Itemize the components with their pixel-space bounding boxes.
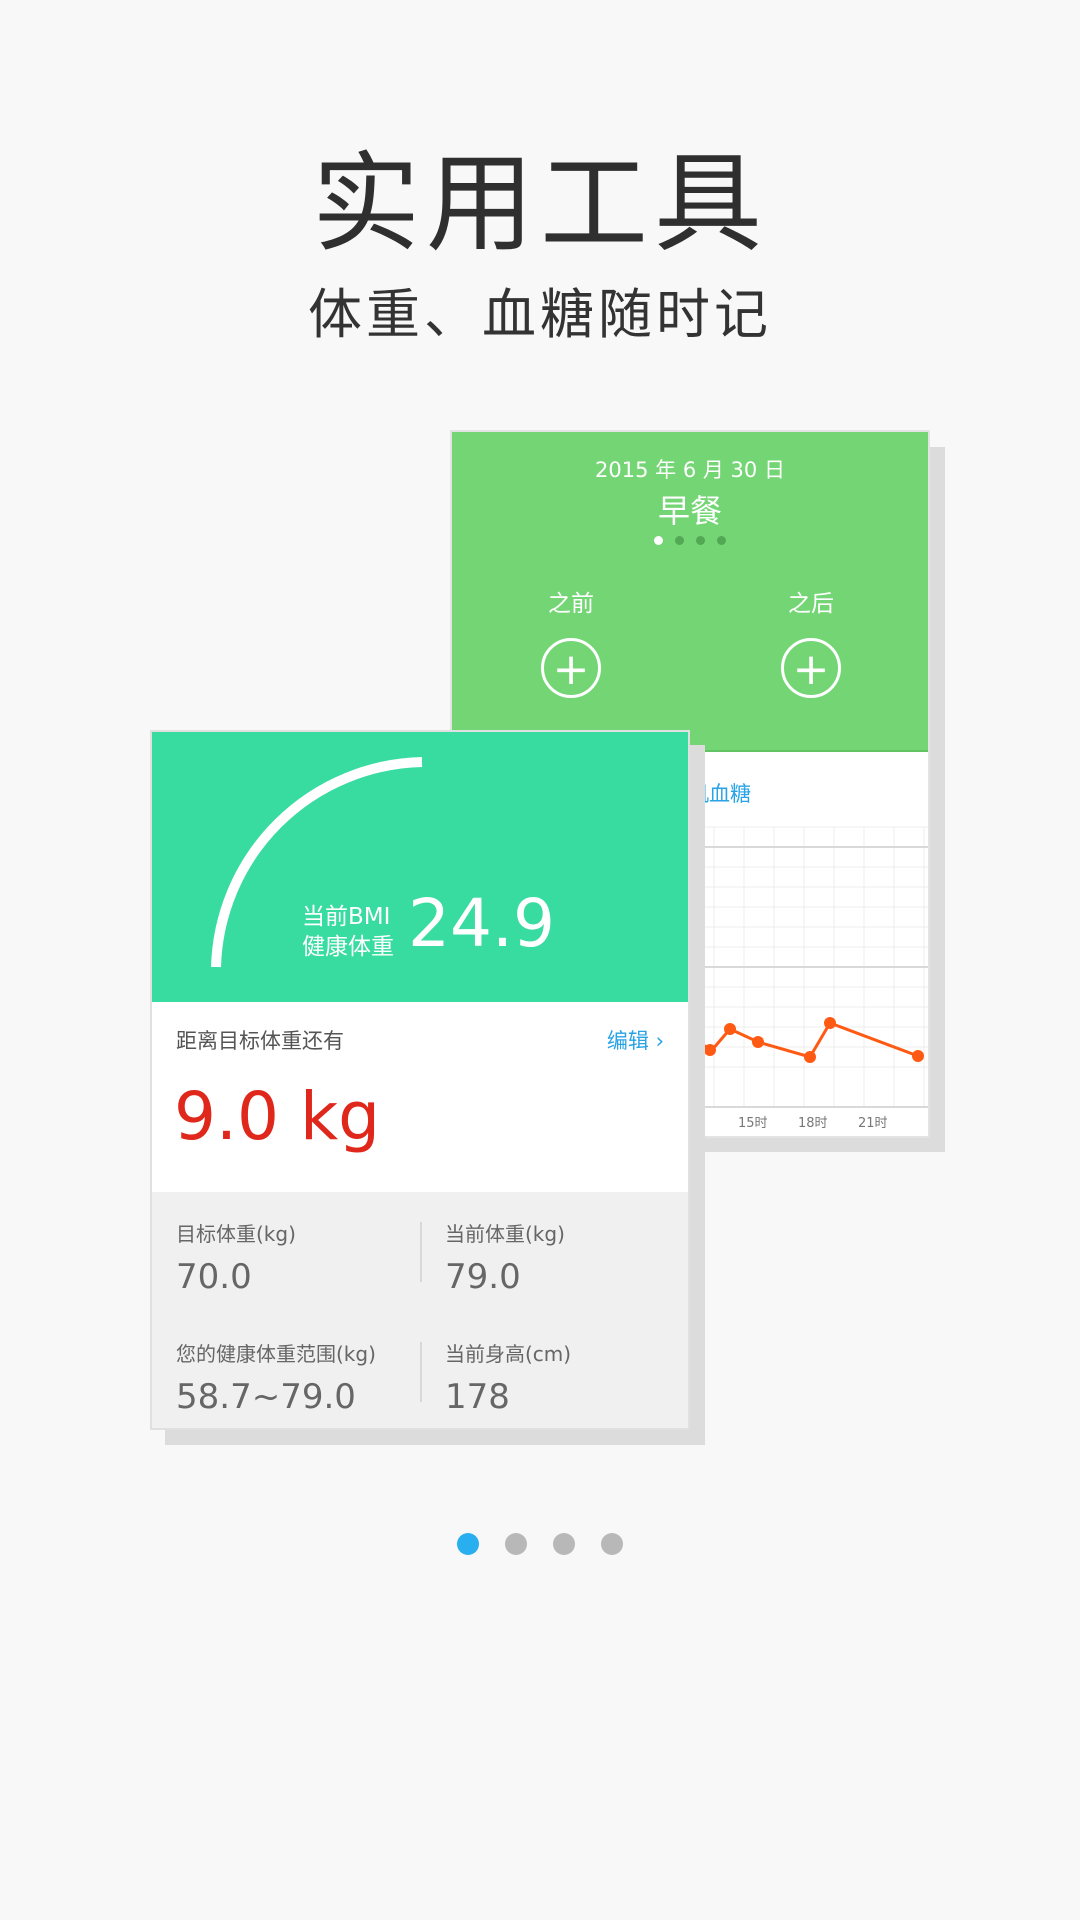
- after-meal-label: 之后: [788, 591, 834, 617]
- page-dot[interactable]: [601, 1533, 623, 1555]
- target-gap-label: 距离目标体重还有: [176, 1029, 344, 1053]
- page-indicator: [0, 1533, 1080, 1555]
- meal-title: 早餐: [657, 492, 722, 530]
- add-after-meal-button[interactable]: +: [781, 638, 841, 698]
- plus-icon: +: [792, 644, 830, 695]
- page-dot[interactable]: [505, 1533, 527, 1555]
- chart-point: [912, 1050, 924, 1062]
- current-height: 当前身高(cm) 178: [445, 1342, 572, 1417]
- target-gap-value: 9.0 kg: [174, 1078, 381, 1155]
- blood-sugar-header: 2015 年 6 月 30 日 早餐 之前 之后 + +: [452, 432, 928, 752]
- meal-pager-dot[interactable]: [675, 536, 684, 545]
- chevron-right-icon: ›: [655, 1029, 664, 1053]
- meal-pager-dot[interactable]: [696, 536, 705, 545]
- x-tick-label: 15时: [738, 1116, 768, 1131]
- weight-card: 当前BMI 健康体重 24.9 距离目标体重还有 编辑 › 9.0 kg 目标体…: [150, 730, 690, 1430]
- chart-point: [752, 1036, 764, 1048]
- x-tick-label: 18时: [798, 1116, 828, 1131]
- blood-sugar-chart: 时 15时 18时 21时: [691, 826, 928, 1131]
- bmi-value: 24.9: [408, 885, 555, 962]
- divider: [420, 1222, 422, 1282]
- meal-pager-dot[interactable]: [717, 536, 726, 545]
- plus-icon: +: [552, 644, 590, 695]
- meal-pager: [452, 536, 928, 545]
- x-tick-label: 21时: [858, 1116, 888, 1131]
- chart-point: [804, 1051, 816, 1063]
- meal-pager-dot[interactable]: [654, 536, 663, 545]
- add-before-meal-button[interactable]: +: [541, 638, 601, 698]
- chart-point: [724, 1023, 736, 1035]
- weight-stats: 目标体重(kg) 70.0 当前体重(kg) 79.0 您的健康体重范围(kg)…: [152, 1192, 688, 1428]
- bmi-header: 当前BMI 健康体重 24.9: [152, 732, 688, 1002]
- page-title: 实用工具: [311, 142, 768, 267]
- divider: [420, 1342, 422, 1402]
- healthy-weight-range: 您的健康体重范围(kg) 58.7~79.0: [176, 1342, 376, 1417]
- blood-sugar-date: 2015 年 6 月 30 日: [595, 458, 785, 482]
- edit-target-button[interactable]: 编辑 ›: [606, 1029, 664, 1053]
- before-meal-label: 之前: [548, 591, 594, 617]
- page-dot[interactable]: [553, 1533, 575, 1555]
- bmi-label: 当前BMI 健康体重: [302, 904, 394, 960]
- page-subtitle: 体重、血糖随时记: [308, 283, 772, 346]
- current-weight: 当前体重(kg) 79.0: [445, 1222, 565, 1297]
- target-weight: 目标体重(kg) 70.0: [176, 1222, 296, 1297]
- chart-point: [824, 1017, 836, 1029]
- bmi-gauge-arc: [211, 757, 423, 968]
- chart-point: [704, 1044, 716, 1056]
- page-dot[interactable]: [457, 1533, 479, 1555]
